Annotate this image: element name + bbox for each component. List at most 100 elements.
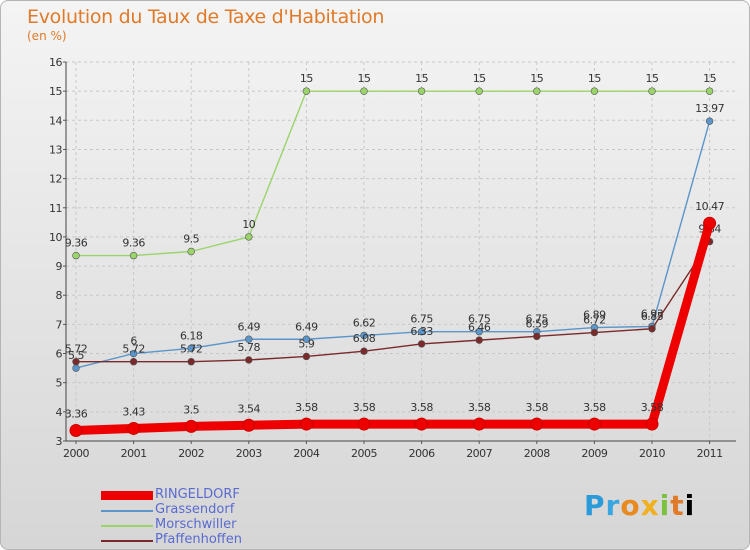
data-label-morschwiller: 15 [358, 72, 371, 85]
x-tick-label: 2008 [524, 447, 550, 460]
y-tick-label: 14 [49, 114, 62, 127]
data-label-ringeldorf: 3.54 [238, 402, 261, 415]
data-label-morschwiller: 15 [415, 72, 428, 85]
series-line-grassendorf [75, 120, 711, 369]
data-point-grassendorf [705, 117, 714, 125]
data-point-ringeldorf [69, 424, 83, 438]
data-label-ringeldorf: 3.43 [122, 405, 145, 418]
x-tick-label: 2006 [409, 447, 435, 460]
data-label-pfaffenhoffen: 5.72 [180, 343, 203, 356]
data-label-morschwiller: 9.5 [183, 233, 199, 246]
y-tick-label: 7 [56, 318, 63, 331]
data-label-ringeldorf: 3.5 [183, 403, 199, 416]
data-label-grassendorf: 6.62 [353, 316, 376, 329]
data-point-ringeldorf [357, 417, 371, 431]
data-point-ringeldorf [645, 417, 659, 431]
data-point-grassendorf [72, 364, 80, 372]
chart-title: Evolution du Taux de Taxe d'Habitation [27, 6, 385, 28]
data-point-pfaffenhoffen [129, 358, 138, 366]
y-tick-label: 15 [49, 85, 62, 98]
legend-swatch-morschwiller [101, 525, 153, 527]
data-label-morschwiller: 9.36 [65, 237, 88, 250]
data-point-ringeldorf [415, 417, 429, 431]
data-point-morschwiller [590, 87, 599, 95]
data-point-morschwiller [187, 247, 195, 256]
data-point-morschwiller [129, 251, 138, 260]
y-tick-label: 3 [56, 435, 63, 448]
data-label-pfaffenhoffen: 6.59 [526, 317, 549, 330]
y-tick-label: 16 [49, 56, 62, 69]
data-label-grassendorf: 6.49 [238, 320, 261, 333]
data-point-pfaffenhoffen [245, 356, 253, 364]
data-label-grassendorf: 6.18 [180, 329, 203, 342]
data-label-ringeldorf: 3.58 [410, 401, 433, 414]
data-point-pfaffenhoffen [533, 332, 541, 341]
data-label-morschwiller: 15 [646, 72, 659, 85]
y-tick-label: 10 [49, 231, 62, 244]
x-tick-label: 2010 [639, 447, 665, 460]
x-tick-label: 2009 [581, 447, 607, 460]
data-point-morschwiller [648, 87, 656, 95]
data-point-pfaffenhoffen [360, 347, 368, 355]
data-label-pfaffenhoffen: 6.33 [410, 325, 433, 338]
y-tick-label: 11 [49, 202, 62, 215]
data-label-grassendorf: 5.5 [68, 349, 84, 362]
data-label-ringeldorf: 3.58 [583, 401, 606, 414]
data-point-ringeldorf [184, 419, 198, 433]
y-tick-label: 4 [56, 406, 63, 419]
x-tick-label: 2002 [178, 447, 204, 460]
data-point-grassendorf [245, 335, 253, 343]
data-label-morschwiller: 15 [703, 72, 716, 85]
x-tick-label: 2007 [466, 447, 492, 460]
data-label-morschwiller: 15 [530, 72, 543, 85]
data-point-grassendorf [475, 327, 483, 336]
proxiti-logo: Proxiti [584, 489, 696, 522]
data-label-pfaffenhoffen: 5.72 [65, 343, 88, 356]
data-point-pfaffenhoffen [590, 328, 599, 337]
x-tick-label: 2000 [63, 447, 89, 460]
legend-label: Grassendorf [155, 502, 235, 517]
x-tick-label: 2001 [121, 447, 147, 460]
data-label-pfaffenhoffen: 6.08 [353, 332, 376, 345]
data-point-ringeldorf [242, 418, 256, 432]
y-tick-label: 5 [56, 377, 63, 390]
data-point-morschwiller [705, 87, 714, 95]
x-tick-label: 2005 [351, 447, 377, 460]
data-point-ringeldorf [530, 417, 544, 431]
chart-subtitle: (en %) [27, 29, 67, 43]
data-point-morschwiller [302, 87, 311, 95]
data-label-pfaffenhoffen: 6.85 [641, 310, 664, 323]
data-label-ringeldorf: 3.58 [295, 401, 318, 414]
data-label-ringeldorf: 3.58 [353, 401, 376, 414]
data-label-grassendorf: 6.49 [295, 320, 318, 333]
data-label-pfaffenhoffen: 5.78 [238, 341, 261, 354]
data-point-morschwiller [360, 87, 368, 95]
data-label-grassendorf: 6 [130, 335, 137, 348]
data-point-ringeldorf [703, 216, 717, 230]
data-label-pfaffenhoffen: 6.72 [583, 314, 606, 327]
data-point-morschwiller [245, 233, 253, 241]
data-label-morschwiller: 15 [300, 72, 313, 85]
data-label-pfaffenhoffen: 6.46 [468, 321, 491, 334]
legend-swatch-grassendorf [101, 510, 153, 512]
series-line-ringeldorf [71, 218, 715, 436]
data-point-pfaffenhoffen [475, 336, 483, 344]
y-tick-label: 13 [49, 143, 62, 156]
x-tick-label: 2004 [293, 447, 319, 460]
data-point-ringeldorf [587, 417, 601, 431]
data-point-grassendorf [360, 331, 368, 340]
y-tick-label: 6 [56, 348, 63, 361]
data-point-morschwiller [475, 87, 483, 95]
data-label-ringeldorf: 3.58 [526, 401, 549, 414]
data-point-grassendorf [129, 349, 138, 358]
data-point-pfaffenhoffen [648, 325, 656, 333]
data-point-grassendorf [302, 335, 311, 343]
data-point-pfaffenhoffen [187, 358, 195, 366]
data-label-grassendorf: 6.75 [410, 313, 433, 326]
data-point-ringeldorf [472, 417, 486, 431]
data-label-ringeldorf: 3.58 [641, 401, 664, 414]
series-line-morschwiller [75, 90, 711, 257]
data-label-morschwiller: 9.36 [122, 237, 145, 250]
y-tick-label: 9 [56, 260, 63, 273]
